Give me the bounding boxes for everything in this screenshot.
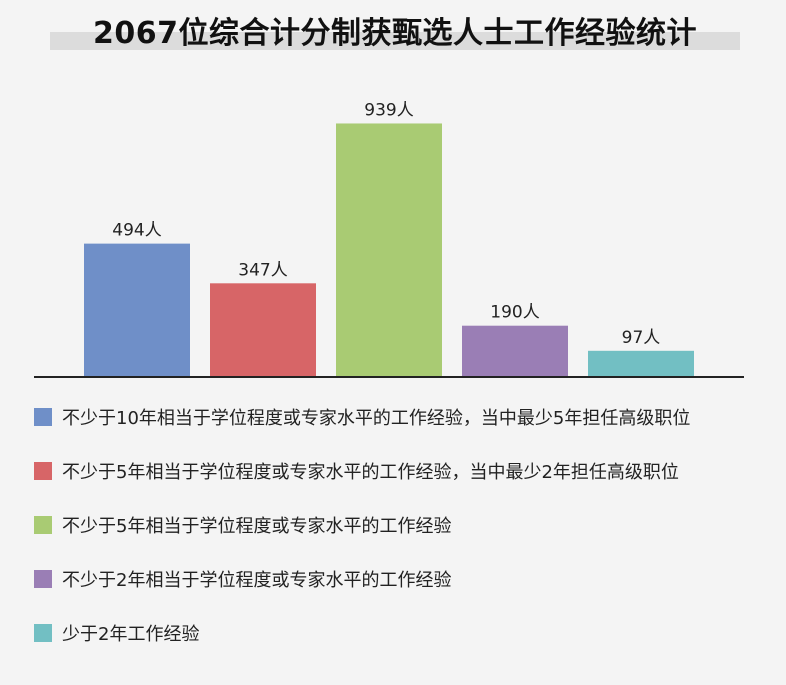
legend-label: 不少于2年相当于学位程度或专家水平的工作经验 <box>62 570 452 591</box>
legend-swatch <box>34 516 52 534</box>
title-underline-band <box>50 32 740 50</box>
legend: 不少于10年相当于学位程度或专家水平的工作经验，当中最少5年担任高级职位 不少于… <box>34 405 774 675</box>
bar <box>588 350 694 377</box>
legend-label: 少于2年工作经验 <box>62 624 200 645</box>
legend-item: 不少于2年相当于学位程度或专家水平的工作经验 <box>34 567 774 591</box>
legend-item: 不少于5年相当于学位程度或专家水平的工作经验，当中最少2年担任高级职位 <box>34 459 774 483</box>
bar <box>84 243 190 377</box>
legend-swatch <box>34 462 52 480</box>
chart-title-area: 2067位综合计分制获甄选人士工作经验统计 <box>50 6 740 52</box>
bar-value-label: 494人 <box>112 221 161 241</box>
legend-item: 不少于5年相当于学位程度或专家水平的工作经验 <box>34 513 774 537</box>
legend-swatch <box>34 408 52 426</box>
bar-value-label: 97人 <box>622 328 661 348</box>
legend-label: 不少于10年相当于学位程度或专家水平的工作经验，当中最少5年担任高级职位 <box>62 408 691 429</box>
bar-value-label: 190人 <box>490 303 539 323</box>
legend-label: 不少于5年相当于学位程度或专家水平的工作经验 <box>62 516 452 537</box>
legend-label: 不少于5年相当于学位程度或专家水平的工作经验，当中最少2年担任高级职位 <box>62 462 679 483</box>
bar <box>336 123 442 377</box>
legend-swatch <box>34 624 52 642</box>
bar-value-label: 347人 <box>238 260 287 280</box>
bar-chart: 494人 347人 939人 190人 97人 <box>34 100 744 378</box>
bar-value-label: 939人 <box>364 100 413 120</box>
legend-item: 少于2年工作经验 <box>34 621 774 645</box>
legend-swatch <box>34 570 52 588</box>
bar <box>210 283 316 377</box>
chart-title: 2067位综合计分制获甄选人士工作经验统计 <box>93 16 697 51</box>
legend-item: 不少于10年相当于学位程度或专家水平的工作经验，当中最少5年担任高级职位 <box>34 405 774 429</box>
bar <box>462 325 568 377</box>
